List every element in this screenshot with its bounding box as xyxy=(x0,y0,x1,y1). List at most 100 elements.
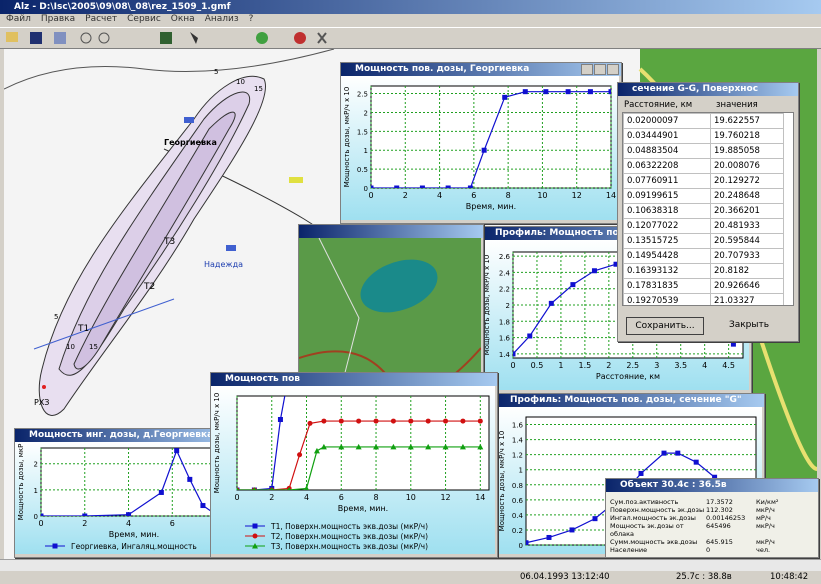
section-line xyxy=(33,298,175,350)
tool-icon[interactable] xyxy=(160,32,172,44)
table-cell: 20.595844 xyxy=(710,233,784,249)
save-icon[interactable] xyxy=(30,32,42,44)
menu-item[interactable]: Окна xyxy=(170,14,195,24)
point-marker xyxy=(42,385,46,389)
info-cell: Население xyxy=(610,546,648,554)
menu-item[interactable]: Правка xyxy=(40,14,76,24)
y-tick-label: 2.2 xyxy=(499,286,510,294)
data-point xyxy=(297,452,303,458)
y-tick-label: 1.8 xyxy=(499,318,510,326)
info-cell: 17.3572 xyxy=(706,498,733,506)
table-window: сечение G-G, Поверхнос Расстояние, км зна… xyxy=(617,82,799,342)
data-point xyxy=(661,450,667,456)
chart: 02468012Время, мин.Мощность дозы, мкРГео… xyxy=(15,442,233,554)
data-point xyxy=(526,540,529,545)
app-title: Alz - D:\Isc\2005\09\08\_08\rez_1509_1.g… xyxy=(0,0,821,14)
table-cell: 20.926646 xyxy=(710,278,784,294)
map-window xyxy=(298,224,484,400)
menu-item[interactable]: Расчет xyxy=(85,14,118,24)
y-axis-label: Мощность дозы, мкР/ч х 10 xyxy=(213,393,221,494)
copy-icon[interactable] xyxy=(54,32,66,44)
data-point xyxy=(187,476,193,482)
save-button[interactable]: Сохранить... xyxy=(626,317,704,335)
table-cell: 0.14954428 xyxy=(623,248,711,264)
data-point xyxy=(730,341,736,347)
close-button[interactable]: Закрыть xyxy=(714,317,784,333)
village-marker xyxy=(184,117,194,123)
window-title: Профиль: Мощность пов. дозы, сечение "G" xyxy=(496,394,764,407)
data-point xyxy=(41,513,44,516)
info-cell: 112.302 xyxy=(706,506,733,514)
open-icon[interactable] xyxy=(6,32,18,42)
x-tick-label: 2 xyxy=(403,191,408,200)
close-icon[interactable] xyxy=(317,32,327,44)
menu-item[interactable]: Сервис xyxy=(127,14,161,24)
contour-label: 15 xyxy=(89,343,98,351)
pointer-icon[interactable] xyxy=(190,32,198,44)
info-row: Ингал.мощность эк.дозы 0.00146253 мР/ч xyxy=(610,514,814,522)
x-tick-label: 1 xyxy=(558,361,563,370)
y-axis-label: Мощность дозы, мкР/ч х 10 xyxy=(498,431,506,532)
series-line xyxy=(371,91,611,188)
data-point xyxy=(320,443,327,450)
x-tick-label: 6 xyxy=(339,493,344,502)
chart: 0 2 4 6 8 10 12 14 0 0.5 1 1.5 2 2.5 Время, мин. Мощнос… xyxy=(341,76,619,220)
data-point xyxy=(613,261,619,267)
table-cell: 0.10638318 xyxy=(623,203,711,219)
info-row: Сумм.мощность экв.дозы 645.915 мкР/ч xyxy=(610,538,814,546)
x-tick-label: 4 xyxy=(437,191,442,200)
zoom-icon[interactable] xyxy=(80,32,92,44)
data-point xyxy=(158,489,164,495)
data-point xyxy=(522,89,528,95)
legend-label: Георгиевка, Ингаляц.мощность xyxy=(71,542,197,551)
status-field: 10:48:42 xyxy=(770,572,809,582)
stop-icon[interactable] xyxy=(294,32,306,44)
data-point xyxy=(546,534,552,540)
x-tick-label: 12 xyxy=(572,191,582,200)
x-axis-label: Время, мин. xyxy=(109,530,159,539)
legend-marker xyxy=(252,523,258,529)
menu-item[interactable]: ? xyxy=(248,14,254,24)
plot-area xyxy=(236,395,490,491)
x-axis-label: Время, мин. xyxy=(466,202,516,211)
table-cell: 20.366201 xyxy=(710,203,784,219)
column-header: Расстояние, км xyxy=(624,100,693,110)
plot-area xyxy=(40,447,228,517)
table-row: 0.16393132 20.8182 xyxy=(623,263,784,279)
y-tick-label: 2 xyxy=(364,109,368,117)
h-scrollbar[interactable] xyxy=(0,559,821,571)
data-point xyxy=(608,89,611,95)
table-row: 0.06322208 20.008076 xyxy=(623,158,784,174)
y-tick-label: 2.6 xyxy=(499,253,511,261)
data-point xyxy=(481,147,487,153)
point-label: T1 xyxy=(77,324,89,334)
table-cell: 0.07760911 xyxy=(623,173,711,189)
data-point xyxy=(390,443,397,450)
zoom-out-icon[interactable] xyxy=(98,32,110,44)
contour-label: 10 xyxy=(236,78,245,86)
data-point xyxy=(425,418,431,424)
menu-item[interactable]: Анализ xyxy=(204,14,239,24)
data-point xyxy=(356,418,362,424)
menu-item[interactable]: Файл xyxy=(6,14,31,24)
y-axis-label: Мощность дозы, мкР xyxy=(17,444,25,521)
data-point xyxy=(373,418,379,424)
x-tick-label: 2.5 xyxy=(626,361,639,370)
table-row: 0.03444901 19.760218 xyxy=(623,128,784,144)
table-row: 0.07760911 20.129272 xyxy=(623,173,784,189)
x-tick-label: 10 xyxy=(537,191,547,200)
info-cell: мР/ч xyxy=(756,514,771,522)
data-point xyxy=(477,443,484,450)
data-point xyxy=(513,351,516,357)
x-tick-label: 0 xyxy=(234,493,239,502)
x-tick-label: 2 xyxy=(606,361,611,370)
table-cell: 20.008076 xyxy=(710,158,784,174)
legend-label: T3, Поверхн.мощность экв.дозы (мкР/ч) xyxy=(270,542,428,551)
data-point xyxy=(527,333,533,339)
data-point xyxy=(371,185,374,188)
point-label: T2 xyxy=(143,282,155,292)
globe-icon[interactable] xyxy=(256,32,268,44)
x-tick-label: 0.5 xyxy=(531,361,544,370)
x-tick-label: 1.5 xyxy=(579,361,592,370)
